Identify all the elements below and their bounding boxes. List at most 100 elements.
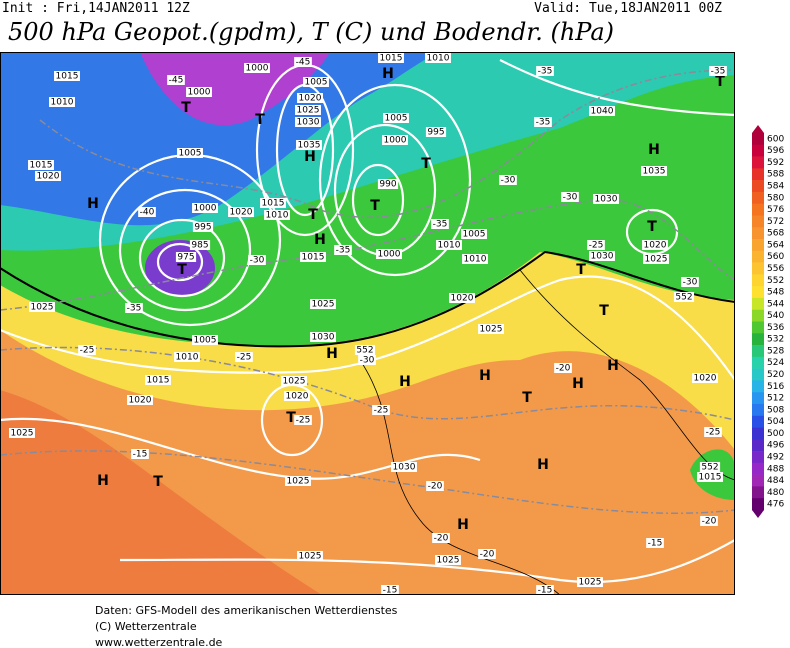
colorbar-swatch	[752, 297, 764, 311]
label-box	[534, 117, 552, 127]
contour-label: 1010	[464, 255, 487, 265]
pressure-center: T	[308, 207, 318, 223]
contour-label: -35	[127, 304, 142, 314]
pressure-center: T	[181, 100, 191, 116]
contour-label: 1005	[463, 230, 486, 240]
label-box	[436, 240, 462, 250]
pressure-center: H	[304, 149, 316, 165]
label-box	[435, 555, 461, 565]
contour-label: 1015	[699, 473, 722, 483]
label-box	[138, 207, 156, 217]
colorbar-swatch	[752, 156, 764, 169]
contour-label: -35	[711, 67, 726, 77]
colorbar-swatch	[752, 451, 764, 464]
colorbar-label: 536	[767, 323, 784, 333]
map-title: 500 hPa Geopot.(gpdm), T (C) und Bodendr…	[8, 18, 614, 46]
pressure-center: H	[648, 142, 660, 158]
contour-label: 1000	[384, 136, 407, 146]
contour-label: 1000	[194, 204, 217, 214]
contour-label: -25	[589, 241, 604, 251]
colorbar-label: 520	[767, 370, 784, 380]
pressure-center: T	[576, 262, 586, 278]
colorbar-label: 488	[767, 464, 784, 474]
pressure-center: T	[177, 262, 187, 278]
contour-label: 985	[191, 241, 208, 251]
contour-label: -20	[480, 550, 495, 560]
pressure-center: T	[286, 410, 296, 426]
contour-label: 1005	[385, 114, 408, 124]
colorbar-label: 480	[767, 488, 784, 498]
label-box	[699, 462, 721, 472]
pressure-center: T	[153, 474, 163, 490]
label-box	[29, 302, 55, 312]
valid-time: Valid: Tue,18JAN2011 00Z	[534, 1, 722, 16]
contour-label: 1020	[37, 172, 60, 182]
contour-label: 1010	[427, 54, 450, 64]
contour-label: 1020	[299, 94, 322, 104]
label-box	[704, 427, 722, 437]
contour-label: 1005	[305, 78, 328, 88]
contour-label: 552	[675, 293, 692, 303]
label-box	[49, 97, 75, 107]
label-box	[285, 476, 311, 486]
contour-label: 1025	[283, 377, 306, 387]
colorbar-label: 544	[767, 299, 784, 309]
contour-label: 1020	[694, 374, 717, 384]
label-box	[499, 175, 517, 185]
colorbar-label: 516	[767, 382, 784, 392]
colorbar-swatch	[752, 415, 764, 428]
label-box	[78, 345, 96, 355]
contour-label: 1035	[643, 167, 666, 177]
contour-label: 1015	[56, 72, 79, 82]
label-box	[175, 252, 197, 262]
colorbar-label: 484	[767, 476, 784, 486]
colorbar-swatch	[752, 498, 764, 511]
colorbar-swatch	[752, 356, 764, 369]
contour-label: 990	[379, 180, 396, 190]
label-box	[372, 405, 390, 415]
pressure-center: T	[599, 303, 609, 319]
contour-label: 552	[701, 463, 718, 473]
pressure-center: H	[399, 374, 411, 390]
colorbar-swatch	[752, 133, 764, 146]
colorbar-cap	[752, 125, 764, 133]
pressure-center: H	[572, 376, 584, 392]
colorbar-label: 560	[767, 252, 784, 262]
colorbar-swatch	[752, 274, 764, 287]
contour-label: 1025	[312, 300, 335, 310]
label-box	[35, 171, 61, 181]
contour-label: 1020	[286, 392, 309, 402]
colorbar-label: 540	[767, 311, 784, 321]
contour-label: 1025	[287, 477, 310, 487]
colorbar-swatch	[752, 262, 764, 275]
label-box	[189, 240, 211, 250]
colorbar-label: 580	[767, 193, 784, 203]
contour-label: -40	[140, 208, 155, 218]
colorbar-swatch	[752, 462, 764, 475]
colorbar-label: 496	[767, 441, 784, 451]
colorbar-label: 528	[767, 346, 784, 356]
label-box	[260, 198, 286, 208]
contour-label: -35	[536, 118, 551, 128]
label-box	[264, 210, 290, 220]
label-box	[235, 352, 253, 362]
contour-label: -30	[501, 176, 516, 186]
footer-line: www.wetterzentrale.de	[95, 636, 223, 648]
label-box	[295, 117, 321, 127]
label-box	[391, 462, 417, 472]
pressure-center: T	[421, 156, 431, 172]
contour-label: 1025	[579, 578, 602, 588]
label-box	[425, 53, 451, 63]
label-box	[186, 87, 212, 97]
footer-line: Daten: GFS-Modell des amerikanischen Wet…	[95, 604, 398, 617]
contour-label: 1015	[147, 376, 170, 386]
label-box	[9, 428, 35, 438]
label-box	[536, 585, 554, 595]
colorbar-label: 588	[767, 170, 784, 180]
pressure-center: H	[479, 368, 491, 384]
contour-label: 1020	[644, 241, 667, 251]
label-box	[478, 549, 496, 559]
label-box	[310, 332, 336, 342]
contour-label: 1030	[595, 195, 618, 205]
label-box	[295, 105, 321, 115]
